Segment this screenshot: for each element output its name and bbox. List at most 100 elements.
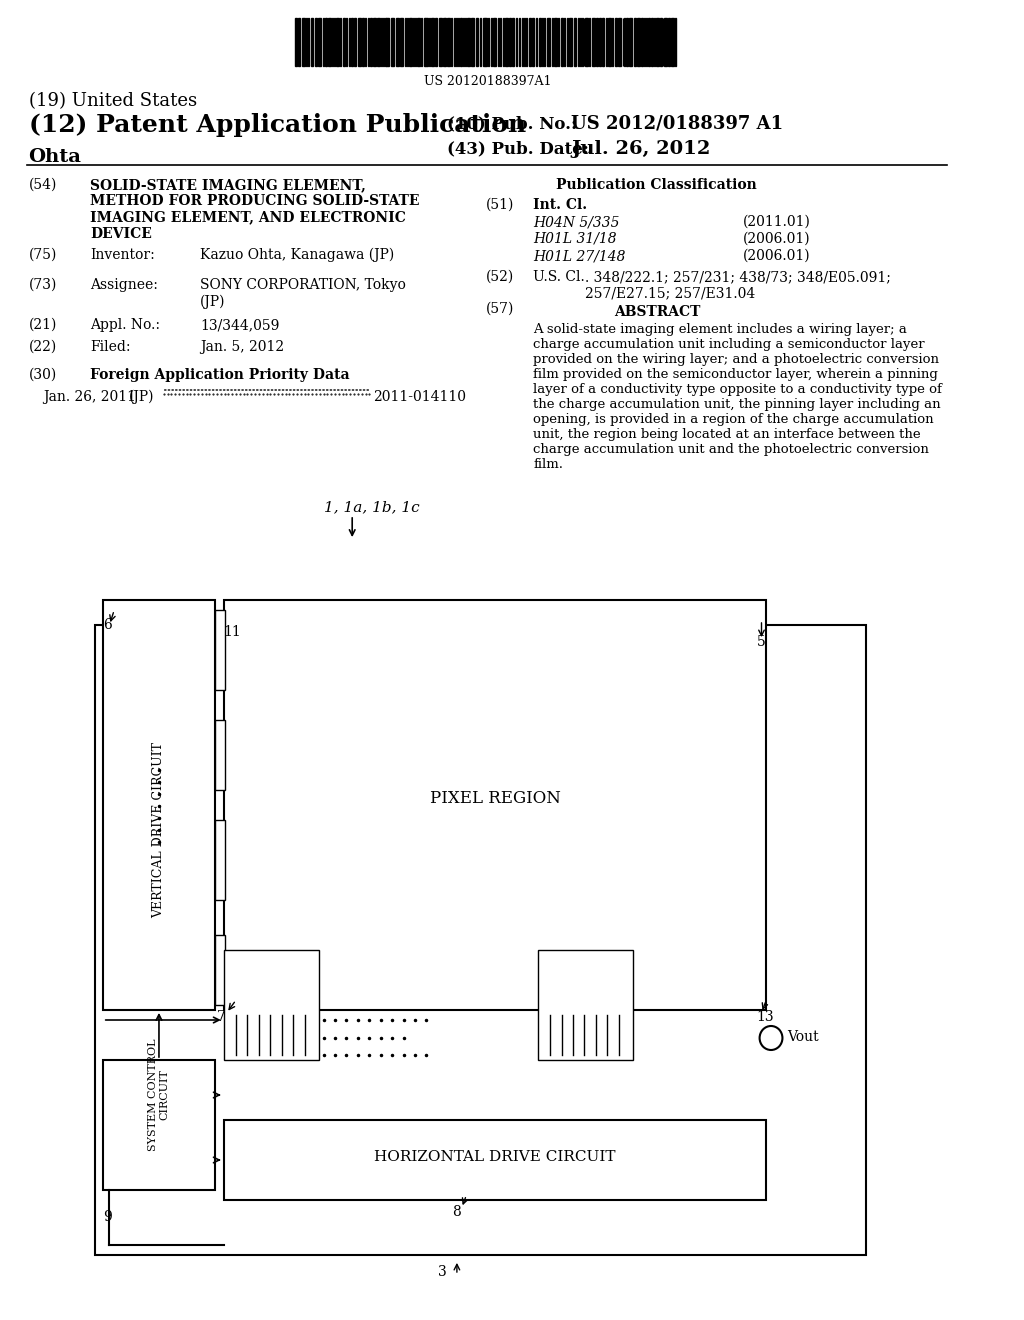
Text: VERTICAL DRIVE CIRCUIT: VERTICAL DRIVE CIRCUIT: [153, 742, 166, 917]
Bar: [442, 18, 444, 66]
Bar: [509, 18, 511, 66]
Bar: [569, 18, 572, 66]
Text: 13/344,059: 13/344,059: [200, 318, 280, 333]
Bar: [671, 18, 674, 66]
Bar: [467, 18, 470, 66]
Text: Filed:: Filed:: [90, 341, 131, 354]
Text: A solid-state imaging element includes a wiring layer; a
charge accumulation uni: A solid-state imaging element includes a…: [534, 323, 942, 471]
Bar: [506, 18, 508, 66]
Bar: [617, 18, 621, 66]
Bar: [641, 18, 643, 66]
Bar: [634, 18, 636, 66]
Bar: [599, 18, 601, 66]
Bar: [298, 18, 300, 66]
Bar: [439, 18, 441, 66]
Text: 2011-014110: 2011-014110: [373, 389, 466, 404]
Text: 8: 8: [453, 1205, 461, 1218]
Bar: [596, 18, 598, 66]
Text: SYSTEM CONTROL
CIRCUIT: SYSTEM CONTROL CIRCUIT: [148, 1039, 170, 1151]
Text: US 2012/0188397 A1: US 2012/0188397 A1: [571, 115, 783, 133]
Text: Vout: Vout: [787, 1030, 819, 1044]
Bar: [574, 18, 575, 66]
Bar: [665, 18, 668, 66]
Bar: [544, 18, 546, 66]
Text: Publication Classification: Publication Classification: [556, 178, 757, 191]
Text: (10) Pub. No.:: (10) Pub. No.:: [447, 115, 578, 132]
Bar: [476, 18, 478, 66]
Bar: [532, 18, 534, 66]
Bar: [223, 950, 318, 1060]
Bar: [317, 18, 321, 66]
Bar: [351, 18, 353, 66]
Bar: [539, 18, 541, 66]
Bar: [215, 719, 224, 789]
Text: 3: 3: [438, 1265, 446, 1279]
Bar: [460, 18, 462, 66]
Text: 11: 11: [223, 624, 242, 639]
Circle shape: [760, 1026, 782, 1049]
Bar: [223, 1119, 766, 1200]
Bar: [215, 610, 224, 690]
Text: (2011.01): (2011.01): [742, 215, 810, 228]
Bar: [538, 950, 633, 1060]
Text: H04N 5/335: H04N 5/335: [534, 215, 620, 228]
Text: 1, 1a, 1b, 1c: 1, 1a, 1b, 1c: [324, 500, 419, 513]
Text: (43) Pub. Date:: (43) Pub. Date:: [447, 140, 589, 157]
Text: ABSTRACT: ABSTRACT: [613, 305, 700, 319]
Bar: [659, 18, 662, 66]
Text: Foreign Application Priority Data: Foreign Application Priority Data: [90, 368, 350, 381]
Text: 13: 13: [757, 1010, 774, 1024]
Bar: [329, 18, 331, 66]
Bar: [669, 18, 670, 66]
Bar: [615, 18, 616, 66]
Bar: [471, 18, 474, 66]
Bar: [417, 18, 420, 66]
Text: Jan. 5, 2012: Jan. 5, 2012: [200, 341, 284, 354]
Text: (51): (51): [485, 198, 514, 213]
Text: U.S. Cl.: U.S. Cl.: [534, 271, 585, 284]
Text: Appl. No.:: Appl. No.:: [90, 318, 161, 333]
Bar: [561, 18, 562, 66]
Bar: [358, 18, 360, 66]
Bar: [482, 18, 484, 66]
Text: (21): (21): [29, 318, 57, 333]
Bar: [651, 18, 653, 66]
Text: Assignee:: Assignee:: [90, 279, 159, 292]
Bar: [396, 18, 398, 66]
Text: US 20120188397A1: US 20120188397A1: [424, 75, 551, 88]
Bar: [586, 18, 588, 66]
Bar: [494, 18, 496, 66]
Bar: [315, 18, 317, 66]
Text: (73): (73): [29, 279, 57, 292]
Text: SOLID-STATE IMAGING ELEMENT,
METHOD FOR PRODUCING SOLID-STATE
IMAGING ELEMENT, A: SOLID-STATE IMAGING ELEMENT, METHOD FOR …: [90, 178, 420, 240]
Text: (19) United States: (19) United States: [29, 92, 197, 110]
Bar: [554, 18, 557, 66]
Bar: [529, 18, 531, 66]
Bar: [373, 18, 376, 66]
Bar: [354, 18, 356, 66]
Bar: [447, 18, 451, 66]
Bar: [302, 18, 304, 66]
Bar: [399, 18, 402, 66]
Text: (75): (75): [29, 248, 57, 261]
Text: 9: 9: [102, 1210, 112, 1224]
Bar: [648, 18, 650, 66]
Bar: [592, 18, 595, 66]
Bar: [431, 18, 434, 66]
Bar: [563, 18, 565, 66]
Bar: [404, 18, 407, 66]
Text: 6: 6: [102, 618, 112, 632]
Text: HORIZONTAL DRIVE CIRCUIT: HORIZONTAL DRIVE CIRCUIT: [374, 1150, 615, 1164]
Bar: [465, 18, 466, 66]
Text: (12) Patent Application Publication: (12) Patent Application Publication: [29, 114, 525, 137]
Bar: [627, 18, 629, 66]
Text: . 348/222.1; 257/231; 438/73; 348/E05.091;
257/E27.15; 257/E31.04: . 348/222.1; 257/231; 438/73; 348/E05.09…: [586, 271, 891, 300]
Text: (30): (30): [29, 368, 56, 381]
Text: Ohta: Ohta: [29, 148, 82, 166]
Bar: [512, 18, 514, 66]
Text: (57): (57): [485, 302, 514, 315]
Bar: [377, 18, 380, 66]
Bar: [655, 18, 658, 66]
Bar: [426, 18, 428, 66]
Bar: [637, 18, 640, 66]
